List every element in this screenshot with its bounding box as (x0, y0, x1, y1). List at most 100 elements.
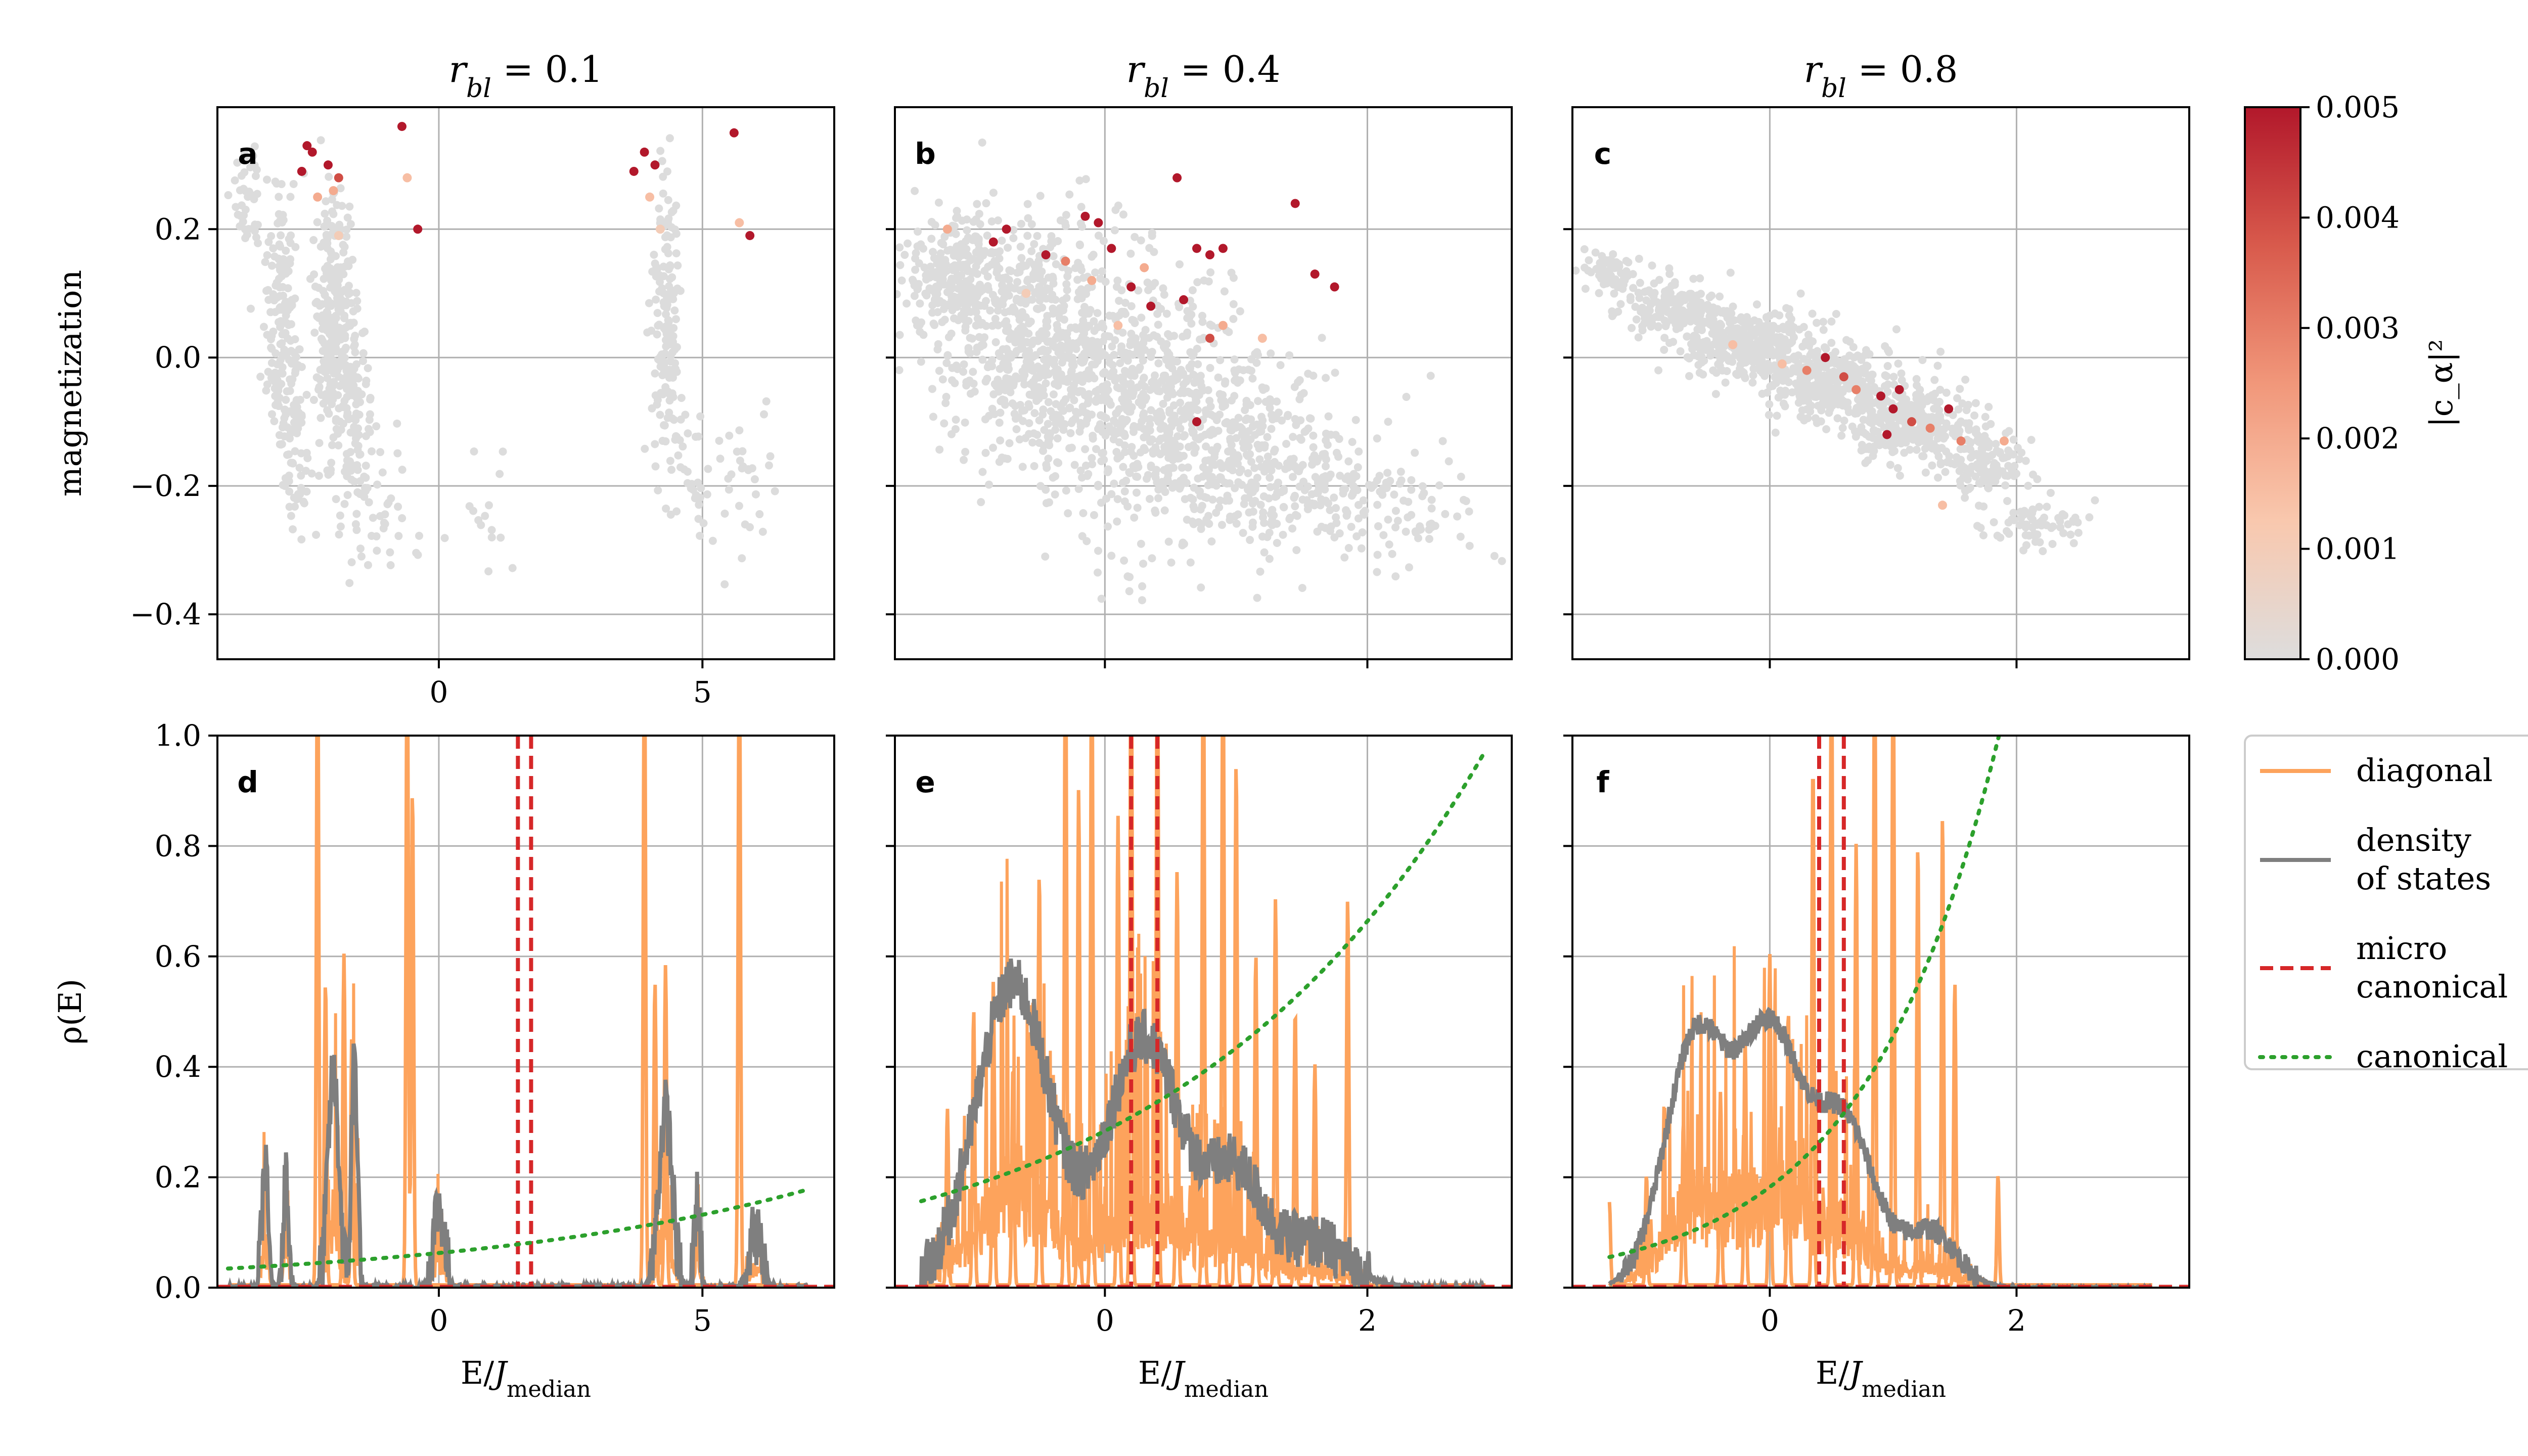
scatter-point (1956, 477, 1964, 485)
scatter-point (1042, 379, 1050, 388)
scatter-point (1041, 552, 1050, 561)
scatter-point (1955, 427, 1964, 435)
scatter-point (1011, 372, 1020, 381)
scatter-point (1776, 342, 1785, 351)
scatter-point (263, 380, 272, 389)
scatter-point (760, 410, 769, 419)
scatter-point (1373, 568, 1381, 576)
scatter-point (2028, 470, 2037, 479)
scatter-point (1760, 372, 1769, 380)
scatter-point (962, 285, 971, 293)
scatter-point (1666, 297, 1675, 305)
scatter-point (1331, 431, 1340, 439)
scatter-point (1845, 384, 1854, 393)
scatter-point (1102, 414, 1110, 423)
scatter-point (324, 313, 332, 322)
scatter-point (755, 510, 764, 519)
scatter-point (1262, 461, 1271, 470)
scatter-point (1384, 418, 1392, 426)
scatter-point (1655, 276, 1663, 284)
scatter-point-weighted (1107, 244, 1116, 253)
scatter-point (676, 415, 685, 424)
scatter-point (651, 391, 660, 400)
scatter-point (1314, 454, 1322, 463)
scatter-point (1082, 290, 1091, 298)
scatter-point (986, 306, 995, 315)
scatter-point (1676, 298, 1685, 307)
scatter-point (349, 318, 358, 327)
scatter-point (900, 251, 909, 259)
scatter-point (1051, 472, 1060, 481)
scatter-point (294, 424, 302, 433)
scatter-point (2071, 513, 2080, 522)
scatter-point (1978, 445, 1987, 454)
scatter-point (311, 299, 320, 307)
scatter-point (1572, 266, 1580, 275)
scatter-point (978, 468, 987, 476)
scatter-point (1407, 485, 1416, 494)
scatter-point (1146, 426, 1154, 435)
scatter-point (1078, 308, 1087, 317)
scatter-point (1822, 425, 1831, 433)
scatter-point (1082, 336, 1091, 345)
scatter-point (345, 202, 354, 211)
scatter-point (1120, 429, 1128, 438)
scatter-point (1591, 248, 1600, 257)
scatter-point (660, 302, 668, 310)
scatter-point (1849, 343, 1858, 351)
scatter-point (1979, 531, 1988, 539)
scatter-point (1162, 309, 1171, 318)
scatter-point (653, 309, 662, 317)
scatter-point (1833, 375, 1841, 384)
scatter-point (654, 486, 662, 494)
scatter-point (674, 451, 683, 460)
scatter-point (1165, 350, 1173, 358)
scatter-point (1770, 361, 1779, 370)
scatter-point (962, 381, 971, 390)
scatter-point (1025, 419, 1033, 427)
scatter-point (336, 511, 344, 520)
scatter-point (327, 302, 335, 310)
scatter-point (1165, 406, 1174, 415)
scatter-point (1418, 482, 1427, 490)
scatter-point (1228, 466, 1237, 475)
scatter-point (1839, 355, 1848, 364)
scatter-point (1347, 523, 1356, 531)
scatter-point (663, 219, 672, 228)
scatter-point (329, 342, 338, 351)
scatter-point (296, 395, 304, 404)
scatter-point (364, 364, 372, 373)
scatter-point (1032, 304, 1041, 313)
scatter-point (234, 210, 242, 219)
scatter-point-weighted (1728, 340, 1738, 349)
scatter-point (1227, 447, 1235, 456)
scatter-point (1028, 438, 1037, 447)
scatter-point (1073, 339, 1082, 347)
scatter-point (307, 469, 316, 478)
scatter-point (1858, 400, 1866, 409)
scatter-point (286, 193, 295, 201)
scatter-point (1930, 376, 1939, 384)
scatter-point (947, 281, 956, 289)
scatter-point (386, 561, 395, 570)
scatter-point (694, 432, 703, 441)
y-tick-label: 0.6 (155, 939, 201, 974)
scatter-point (1847, 360, 1856, 369)
scatter-point (354, 424, 363, 433)
scatter-point (259, 323, 268, 331)
scatter-point (1735, 315, 1744, 324)
scatter-point (1391, 523, 1400, 532)
scatter-point (1697, 326, 1706, 335)
scatter-point (750, 475, 759, 484)
scatter-point (1353, 463, 1362, 472)
scatter-point (285, 434, 294, 443)
scatter-point (1781, 402, 1789, 411)
scatter-point (1817, 406, 1826, 415)
scatter-point (346, 220, 355, 229)
axes-frame (1571, 735, 2190, 1289)
scatter-point (326, 255, 335, 263)
scatter-point (1098, 267, 1106, 276)
scatter-point (1226, 516, 1234, 524)
scatter-point (2054, 514, 2063, 522)
scatter-point (1012, 425, 1021, 434)
